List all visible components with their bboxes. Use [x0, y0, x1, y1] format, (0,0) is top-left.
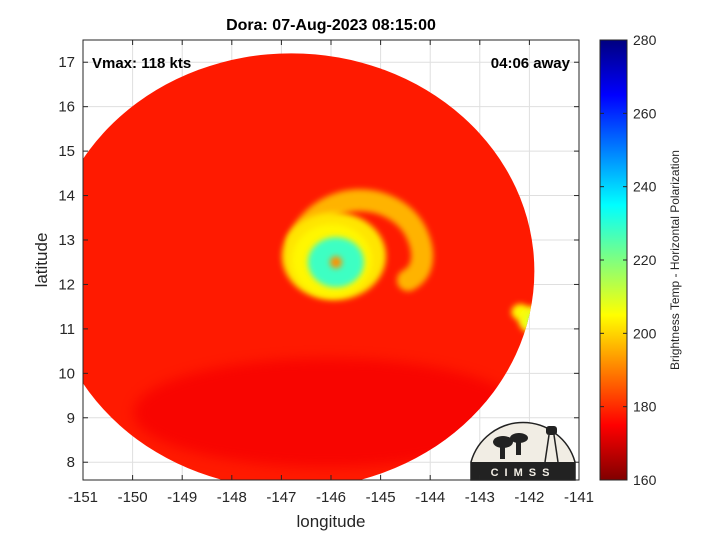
y-tick-labels: 8 9 10 11 12 13 14 15 16 17	[58, 54, 75, 471]
cimss-logo: CIMSS	[470, 421, 576, 481]
x-tick-label: -142	[514, 489, 544, 506]
x-tick-label: -147	[266, 489, 296, 506]
y-axis-label: latitude	[32, 233, 51, 288]
colorbar-tick-label: 200	[633, 325, 657, 341]
logo-band	[471, 462, 575, 480]
y-tick-label: 10	[58, 365, 75, 382]
y-tick-label: 8	[67, 454, 75, 471]
chart-title: Dora: 07-Aug-2023 08:15:00	[226, 17, 436, 34]
x-axis-label: longitude	[296, 512, 365, 531]
time-away-annotation: 04:06 away	[491, 55, 571, 72]
x-tick-labels: -151 -150 -149 -148 -147 -146 -145 -144 -143 -142…	[68, 489, 594, 506]
colorbar: 160 180 200 220 240 260 280 Brightness Temp - …	[599, 32, 682, 488]
outer-rain-band	[286, 189, 434, 292]
logo-dish-icon	[493, 433, 528, 459]
x-tick-label: -151	[68, 489, 98, 506]
x-tick-label: -143	[465, 489, 495, 506]
x-tick-label: -150	[118, 489, 148, 506]
logo-tower-icon	[544, 426, 559, 463]
swath-cold-region	[133, 358, 523, 468]
colorbar-tick-label: 220	[633, 252, 657, 268]
colorbar-tick-label: 160	[633, 472, 657, 488]
colorbar-ticks: 160 180 200 220 240 260 280	[600, 32, 657, 488]
y-tick-label: 9	[67, 410, 75, 427]
y-tick-label: 14	[58, 188, 75, 205]
colorbar-tick-label: 280	[633, 32, 657, 48]
x-tick-label: -144	[415, 489, 445, 506]
y-tick-label: 16	[58, 99, 75, 116]
colorbar-tick-label: 260	[633, 105, 657, 121]
y-tick-label: 12	[58, 276, 75, 293]
logo-text: CIMSS	[491, 467, 556, 479]
y-tick-label: 15	[58, 143, 75, 160]
swath-clipped-group	[83, 53, 535, 480]
y-tick-label: 17	[58, 54, 75, 71]
colorbar-label: Brightness Temp - Horizontal Polarizatio…	[668, 150, 682, 370]
x-tick-label: -149	[167, 489, 197, 506]
colorbar-tick-label: 180	[633, 399, 657, 415]
x-tick-label: -148	[217, 489, 247, 506]
colorbar-gradient	[599, 39, 628, 481]
brightness-temp-swath	[83, 53, 535, 480]
eye	[329, 256, 342, 269]
x-tick-label: -146	[316, 489, 346, 506]
x-tick-label: -145	[366, 489, 396, 506]
x-tick-label: -141	[564, 489, 594, 506]
vmax-annotation: Vmax: 118 kts	[92, 55, 191, 72]
y-tick-label: 11	[59, 321, 75, 338]
axis-ticks	[82, 40, 580, 480]
colorbar-tick-label: 240	[633, 179, 657, 195]
plot-area: CIMSS Vmax: 118 kts 04:06 away	[82, 39, 580, 481]
y-tick-label: 13	[58, 232, 75, 249]
